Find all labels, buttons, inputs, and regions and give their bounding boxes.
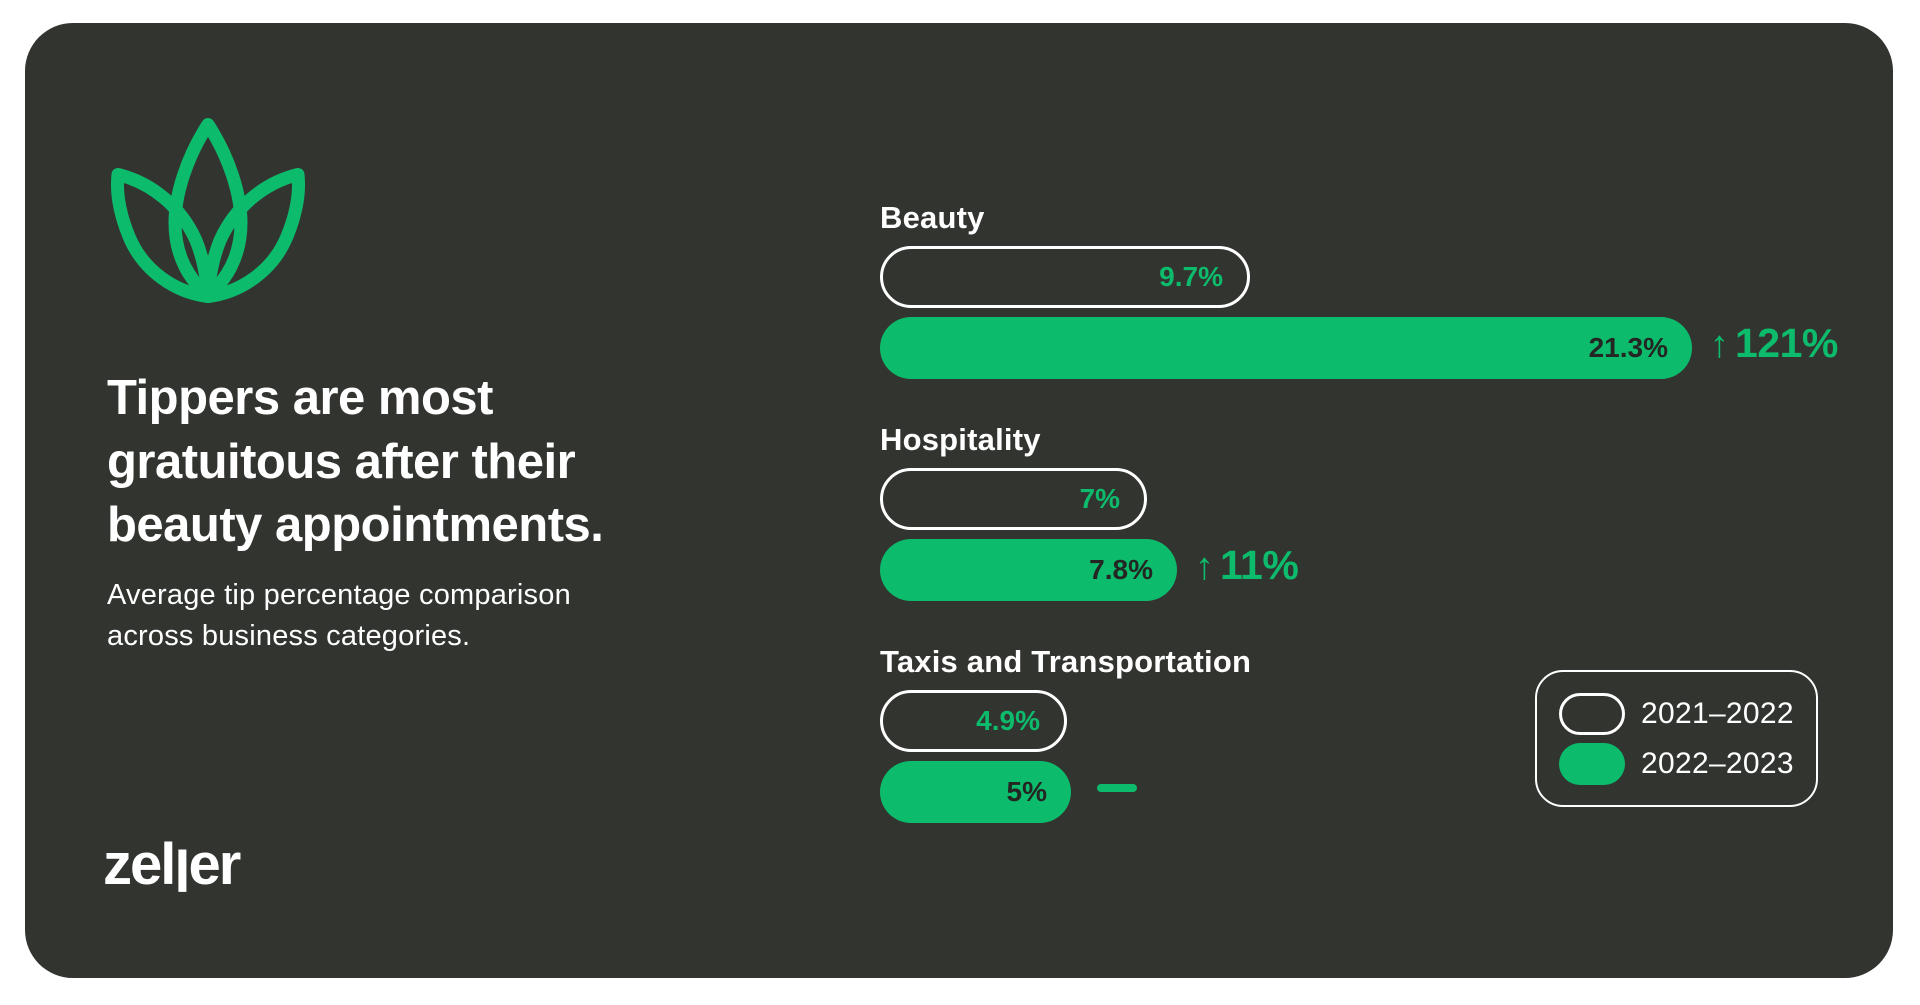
bar-line: 21.3% ↑ 121% (880, 308, 1890, 379)
no-change-dash-icon (1097, 783, 1137, 792)
category-label: Hospitality (880, 422, 1041, 457)
legend-label: 2022–2023 (1641, 746, 1794, 780)
bar-2022-2023-hospitality: 7.8% (880, 539, 1177, 601)
bar-2021-2022-beauty: 9.7% (880, 246, 1250, 308)
wordmark-part: l (174, 840, 190, 906)
page-title: Tippers are most gratuitous after their … (107, 371, 604, 553)
chart-legend: 2021–2022 2022–2023 (1535, 670, 1818, 807)
change-badge: ↑ 11% (1195, 542, 1299, 589)
bar-value-label: 4.9% (976, 705, 1040, 736)
bar-2021-2022-hospitality: 7% (880, 468, 1147, 530)
bar-line: 7.8% ↑ 11% (880, 530, 1890, 601)
legend-item-2022-2023: 2022–2023 (1559, 742, 1816, 785)
legend-swatch-filled (1559, 742, 1625, 785)
leaf-left-petal (111, 168, 215, 303)
bar-2022-2023-beauty: 21.3% (880, 317, 1692, 379)
chart-row-beauty: Beauty 9.7% 21.3% ↑ 121% (880, 201, 1890, 379)
bar-line: 5% (880, 752, 1890, 823)
legend-swatch-outline (1559, 692, 1625, 735)
wordmark-part: ze (103, 832, 162, 897)
arrow-up-icon: ↑ (1195, 546, 1214, 588)
zeller-logo: zeller (103, 831, 242, 905)
bar-2022-2023-taxis: 5% (880, 761, 1071, 823)
category-label: Beauty (880, 200, 985, 235)
wordmark-part: l (160, 832, 176, 897)
leaf-right-petal (201, 168, 305, 303)
change-value: 121% (1735, 320, 1838, 366)
change-value: 11% (1220, 542, 1299, 588)
chart-row-taxis: Taxis and Transportation 4.9% 5% (880, 645, 1890, 823)
bar-value-label: 7% (1079, 483, 1120, 514)
bar-value-label: 21.3% (1588, 332, 1668, 363)
arrow-up-icon: ↑ (1710, 324, 1729, 366)
bar-value-label: 7.8% (1089, 554, 1153, 585)
legend-label: 2021–2022 (1641, 696, 1794, 730)
legend-item-2021-2022: 2021–2022 (1559, 692, 1816, 735)
wordmark-part: er (188, 832, 242, 897)
bar-chart: Beauty 9.7% 21.3% ↑ 121% Hospitality 7% 7… (880, 201, 1890, 867)
bar-2021-2022-taxis: 4.9% (880, 690, 1067, 752)
change-badge: ↑ 121% (1710, 320, 1838, 367)
chart-subtitle: Average tip percentage comparison across… (107, 579, 571, 652)
chart-row-hospitality: Hospitality 7% 7.8% ↑ 11% (880, 423, 1890, 601)
bar-value-label: 5% (1006, 776, 1047, 807)
bar-value-label: 9.7% (1159, 261, 1223, 292)
lotus-leaf-icon (111, 118, 305, 303)
category-label: Taxis and Transportation (880, 644, 1252, 679)
infographic-card: Tippers are most gratuitous after their … (25, 23, 1893, 978)
